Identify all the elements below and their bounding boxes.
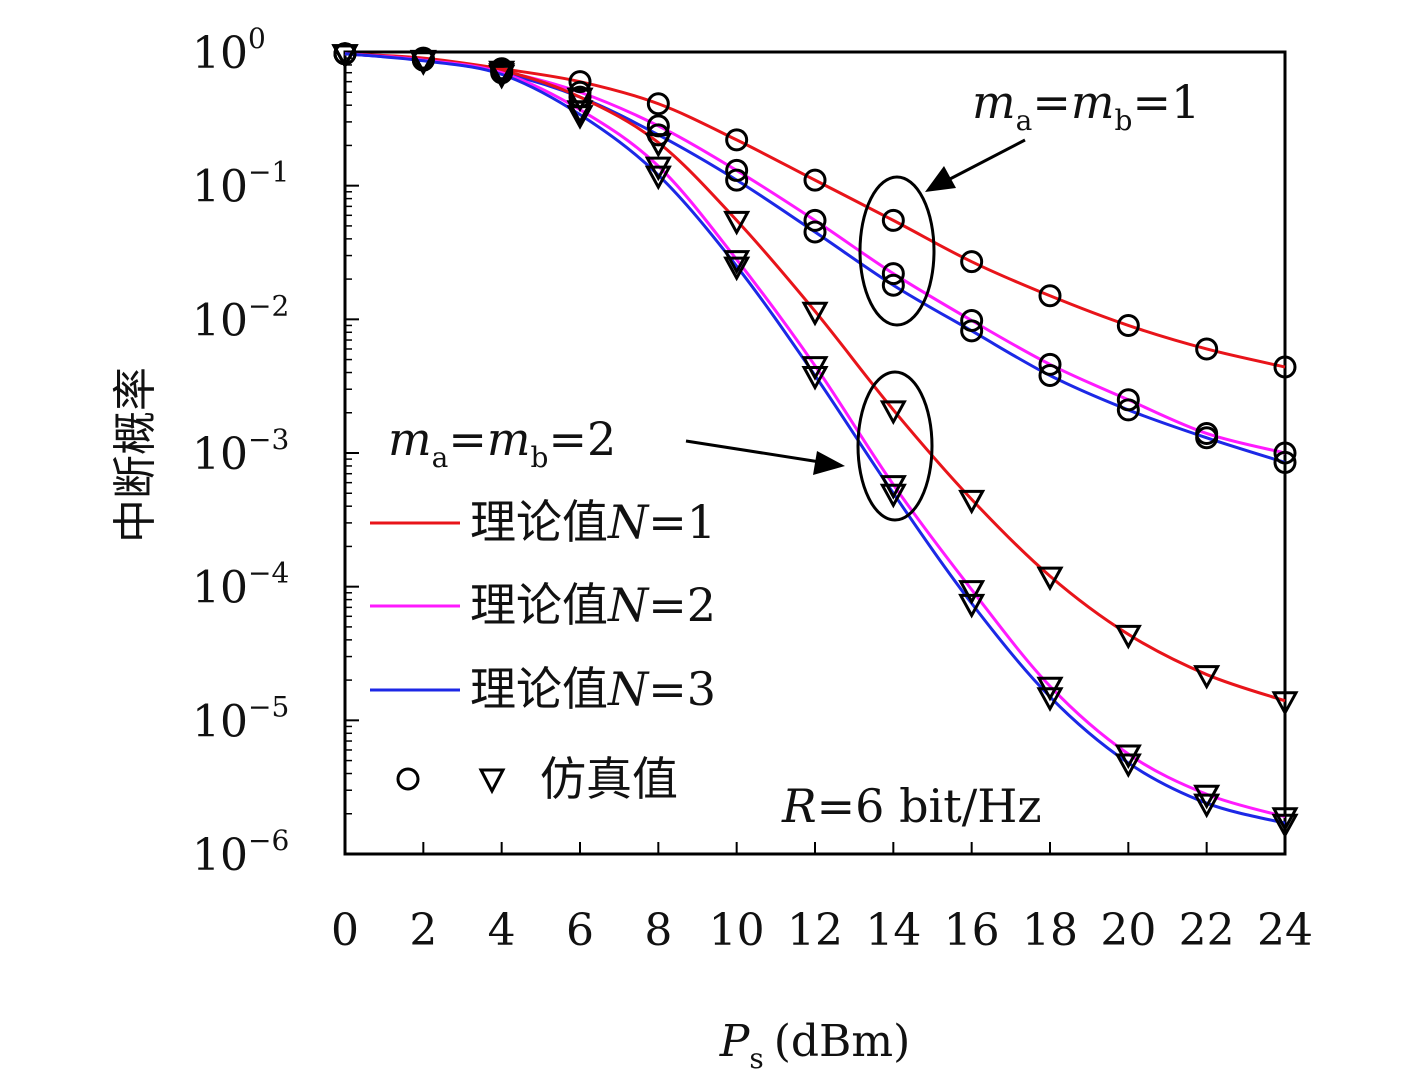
sim-marker-circle bbox=[1273, 441, 1297, 465]
sim-marker-circle bbox=[1116, 388, 1140, 412]
x-tick-label: 12 bbox=[787, 905, 843, 956]
annotation-m1: ma=mb=1 bbox=[972, 75, 1200, 137]
sim-marker-triangle bbox=[644, 133, 672, 158]
sim-marker-triangle bbox=[958, 489, 986, 515]
sim-marker-circle bbox=[881, 262, 905, 286]
legend-label-n2: 理论值N=2 bbox=[470, 578, 716, 632]
legend-triangle-marker bbox=[478, 768, 506, 795]
sim-marker-circle bbox=[1038, 352, 1062, 376]
sim-marker-triangle bbox=[879, 483, 907, 509]
sim-marker-circle bbox=[568, 70, 592, 94]
y-axis-ticks: 100 10−1 10−2 10−3 10−4 10−5 10−6 bbox=[192, 22, 359, 881]
sim-marker-triangle bbox=[488, 64, 516, 90]
y-tick-label: 10−2 bbox=[192, 289, 289, 346]
sim-marker-triangle bbox=[801, 301, 829, 327]
sim-marker-circle bbox=[1195, 337, 1219, 361]
x-tick-label: 14 bbox=[865, 905, 921, 956]
sim-marker-triangle bbox=[644, 165, 672, 191]
y-tick-label: 10−3 bbox=[192, 423, 289, 480]
legend-label-n3: 理论值N=3 bbox=[470, 662, 716, 716]
sim-marker-triangle bbox=[1193, 793, 1221, 819]
legend-label-sim: 仿真值 bbox=[540, 752, 678, 806]
x-tick-label: 24 bbox=[1257, 905, 1313, 956]
sim-marker-triangle bbox=[958, 580, 986, 605]
sim-marker-circle bbox=[881, 208, 905, 232]
sim-marker-triangle bbox=[1271, 813, 1299, 839]
sim-marker-triangle bbox=[958, 593, 986, 619]
x-tick-label: 20 bbox=[1100, 905, 1156, 956]
sim-marker-triangle bbox=[723, 256, 751, 282]
sim-marker-triangle bbox=[879, 400, 907, 426]
sim-marker-triangle bbox=[566, 100, 594, 125]
y-axis-label: 中断概率 bbox=[110, 367, 161, 543]
y-tick-label: 10−4 bbox=[192, 557, 289, 614]
sim-marker-triangle bbox=[566, 105, 594, 130]
sim-marker-triangle bbox=[1193, 665, 1221, 690]
sim-marker-circle bbox=[960, 309, 984, 333]
sim-marker-circle bbox=[725, 158, 749, 182]
sim-marker-triangle bbox=[1271, 807, 1299, 832]
sim-marker-circle bbox=[803, 208, 827, 232]
sim-marker-circle bbox=[1116, 313, 1140, 337]
legend-label-n1: 理论值N=1 bbox=[470, 495, 716, 549]
sim-marker-circle bbox=[1273, 450, 1297, 474]
sim-marker-triangle bbox=[1114, 624, 1142, 650]
x-tick-label: 16 bbox=[944, 905, 1000, 956]
sim-marker-circle bbox=[881, 273, 905, 297]
group-ellipse-m2 bbox=[856, 370, 934, 522]
sim-marker-circle bbox=[646, 92, 670, 116]
x-tick-label: 22 bbox=[1179, 905, 1235, 956]
x-tick-label: 0 bbox=[331, 905, 359, 956]
sim-marker-circle bbox=[803, 220, 827, 244]
sim-marker-circle bbox=[1116, 398, 1140, 422]
legend-circle-marker bbox=[396, 767, 420, 791]
sim-marker-triangle bbox=[566, 87, 594, 113]
arrow-m2 bbox=[685, 439, 845, 475]
annotation-m2: ma=mb=2 bbox=[388, 412, 616, 474]
sim-marker-triangle bbox=[409, 51, 437, 76]
sim-marker-triangle bbox=[723, 250, 751, 275]
series-markers bbox=[331, 42, 1299, 839]
y-tick-label: 10−6 bbox=[192, 824, 289, 881]
sim-marker-circle bbox=[960, 319, 984, 343]
sim-marker-triangle bbox=[331, 44, 359, 69]
sim-marker-circle bbox=[725, 128, 749, 152]
sim-marker-circle bbox=[1038, 364, 1062, 388]
sim-marker-triangle bbox=[723, 210, 751, 236]
sim-marker-triangle bbox=[1271, 691, 1299, 716]
x-axis-ticks: 0 2 4 6 8 10 12 14 16 18 20 22 24 bbox=[331, 842, 1313, 956]
sim-marker-circle bbox=[725, 168, 749, 192]
y-tick-label: 10−1 bbox=[192, 156, 289, 213]
x-tick-label: 6 bbox=[566, 905, 594, 956]
x-tick-label: 4 bbox=[488, 905, 516, 956]
sim-marker-triangle bbox=[1036, 687, 1064, 712]
y-tick-label: 100 bbox=[192, 22, 266, 79]
sim-marker-triangle bbox=[1114, 753, 1142, 779]
x-tick-label: 8 bbox=[644, 905, 672, 956]
sim-marker-triangle bbox=[1036, 566, 1064, 592]
y-minor-ticks bbox=[345, 57, 352, 815]
x-tick-label: 10 bbox=[709, 905, 765, 956]
series-line-m=2-3 bbox=[344, 52, 1286, 703]
sim-marker-circle bbox=[1038, 284, 1062, 308]
x-tick-label: 2 bbox=[409, 905, 437, 956]
annotation-rate: R=6 bit/Hz bbox=[781, 779, 1042, 833]
x-tick-label: 18 bbox=[1022, 905, 1078, 956]
sim-marker-circle bbox=[960, 250, 984, 274]
x-axis-label: Ps (dBm) bbox=[719, 1016, 911, 1075]
legend: 理论值N=1 理论值N=2 理论值N=3 仿真值 bbox=[370, 495, 716, 806]
sim-marker-triangle bbox=[801, 366, 829, 391]
y-tick-label: 10−5 bbox=[192, 690, 289, 747]
sim-marker-circle bbox=[803, 168, 827, 192]
series-line-m=1-0 bbox=[344, 52, 1286, 369]
series-line-m=2-4 bbox=[344, 52, 1286, 819]
group-ellipse-m1 bbox=[858, 175, 936, 327]
sim-marker-circle bbox=[1273, 355, 1297, 379]
sim-marker-circle bbox=[1195, 426, 1219, 450]
arrow-m1 bbox=[925, 138, 1026, 192]
